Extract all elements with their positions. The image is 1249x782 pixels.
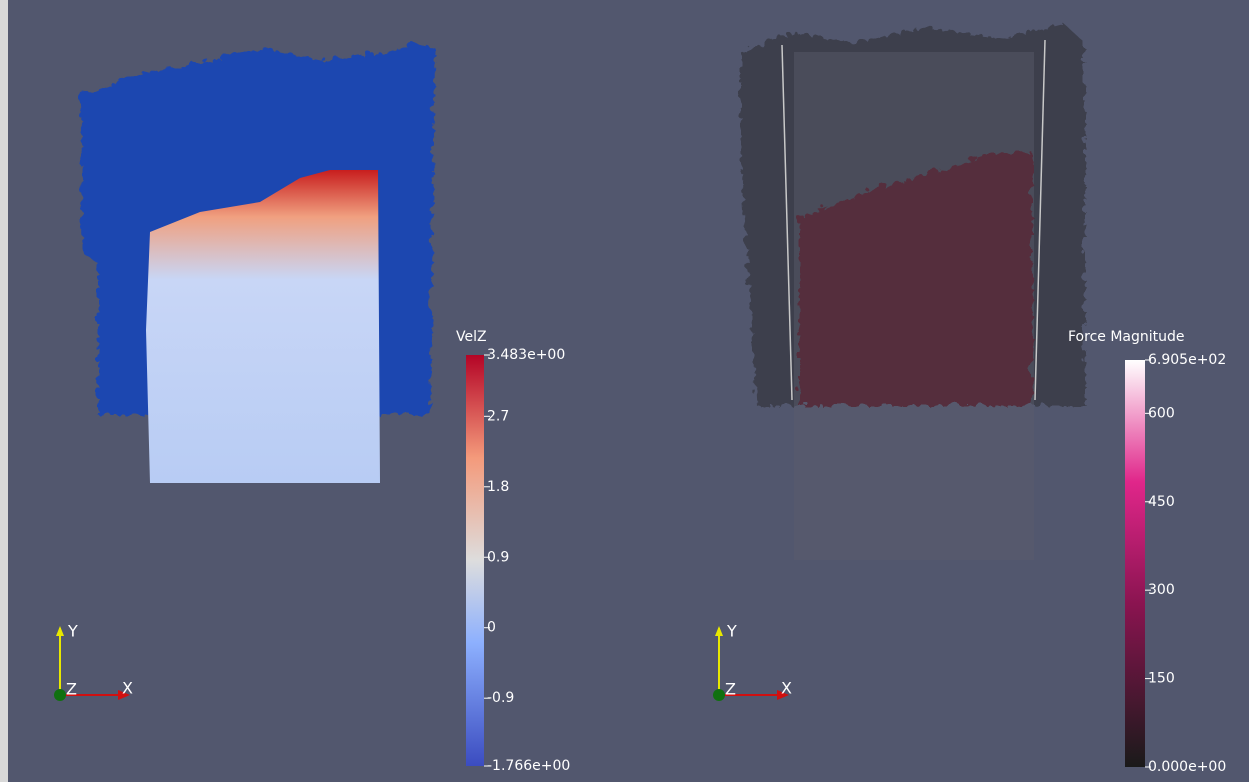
paraview-render: Y Z X Y Z X VelZ3.483e+00 2.7 1.8 0.9 0 -0.9 -… xyxy=(0,0,1249,782)
colorbar-tick-label: 0 xyxy=(487,620,496,636)
colorbar-tick-label: 2.7 xyxy=(487,408,509,424)
axis-label-z: Z xyxy=(725,680,736,699)
colorbar-tick-label: 150 xyxy=(1148,671,1175,687)
colorbar-tick-label: -0.9 xyxy=(487,690,514,706)
colorbar xyxy=(466,355,484,766)
colorbar-tick-label: -1.766e+00 xyxy=(487,758,570,774)
colorbar xyxy=(1125,360,1145,767)
colorbar-tick-label: 1.8 xyxy=(487,479,509,495)
colorbar-tick-label: 0.000e+00 xyxy=(1148,759,1226,775)
colorbar-tick-label: 600 xyxy=(1148,405,1175,421)
axis-label-x: X xyxy=(781,679,792,698)
colorbar-title: VelZ xyxy=(456,329,487,345)
colorbar-tick-label: 450 xyxy=(1148,494,1175,510)
axis-label-y: Y xyxy=(67,622,78,641)
colorbar-tick-label: 6.905e+02 xyxy=(1148,352,1226,368)
axis-label-y: Y xyxy=(726,622,737,641)
colorbar-tick-label: 3.483e+00 xyxy=(487,347,565,363)
colorbar-tick-label: 0.9 xyxy=(487,549,509,565)
colorbar-tick-label: 300 xyxy=(1148,582,1175,598)
colorbar-title: Force Magnitude xyxy=(1068,329,1185,345)
axis-label-x: X xyxy=(122,679,133,698)
axis-label-z: Z xyxy=(66,680,77,699)
window-border xyxy=(0,0,8,782)
